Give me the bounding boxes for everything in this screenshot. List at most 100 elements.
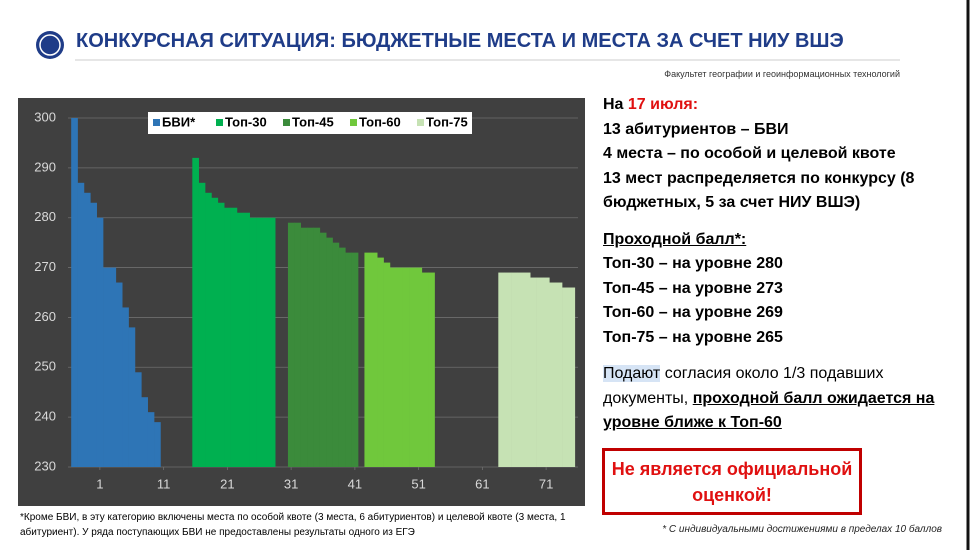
bar — [300, 227, 308, 467]
bar — [383, 262, 391, 467]
bar — [307, 227, 314, 467]
date: 17 июля: — [627, 96, 699, 113]
bar — [90, 202, 97, 467]
bar — [211, 197, 219, 467]
y-tick-label: 280 — [34, 209, 56, 224]
x-tick-label: 51 — [411, 476, 425, 491]
bar — [562, 287, 569, 467]
info-line: 4 места – по особой и целевой квоте — [603, 145, 896, 162]
bar — [294, 222, 301, 467]
bar — [421, 272, 429, 467]
bar — [96, 217, 104, 467]
bar — [109, 267, 117, 467]
y-tick-label: 260 — [34, 309, 56, 324]
pass-title: Проходной балл*: — [603, 230, 747, 248]
date-prefix: На — [603, 96, 624, 113]
note: Подают согласия около 1/3 подавших докум… — [603, 362, 943, 436]
note-highlight: Подают — [603, 365, 661, 382]
x-tick-label: 31 — [284, 476, 298, 491]
bar — [555, 282, 563, 467]
legend: БВИ* Топ-30 Топ-45 Топ-60 Топ-75 — [148, 112, 472, 134]
pass-line: Топ-45 – на уровне 273 — [603, 279, 783, 297]
legend-swatch — [283, 119, 290, 126]
bar — [332, 242, 340, 467]
legend-label: Топ-45 — [292, 114, 334, 129]
note-bold: проходной балл ожидается на уровне ближе… — [603, 389, 935, 432]
bar — [530, 277, 537, 467]
bar — [249, 217, 257, 467]
bar — [523, 272, 531, 467]
bar — [319, 232, 327, 467]
note-text: согласия около 1/3 подавших документы, — [603, 365, 884, 407]
bar — [224, 207, 231, 467]
bar — [351, 252, 359, 467]
legend-label: Топ-75 — [426, 114, 468, 129]
pass-line: Топ-60 – на уровне 269 — [603, 304, 783, 321]
bar — [134, 372, 142, 467]
footnote: * С индивидуальными достижениями в преде… — [662, 524, 942, 535]
x-tick-label: 21 — [220, 476, 234, 491]
bar — [389, 267, 397, 467]
bar — [71, 118, 78, 467]
x-tick-label: 1 — [96, 476, 103, 491]
x-tick-label: 71 — [539, 476, 553, 491]
bar — [428, 272, 435, 467]
bar — [236, 212, 244, 467]
bar — [568, 287, 576, 467]
y-tick-label: 230 — [34, 458, 56, 473]
bar — [128, 327, 136, 467]
bar — [122, 307, 129, 467]
bar — [542, 277, 550, 467]
title: КОНКУРСНАЯ СИТУАЦИЯ: БЮДЖЕТНЫЕ МЕСТА И М… — [76, 30, 844, 52]
legend-label: Топ-60 — [359, 114, 401, 129]
bar — [549, 282, 556, 467]
bar — [517, 272, 525, 467]
bar — [230, 207, 238, 467]
bar — [115, 282, 123, 467]
bar — [217, 202, 225, 467]
legend-label: БВИ* — [162, 114, 196, 129]
info-line: 13 мест распределяется по конкурсу (8 бю… — [603, 169, 915, 212]
y-tick-label: 290 — [34, 159, 56, 174]
bar — [141, 397, 148, 467]
bar — [326, 237, 333, 467]
bar — [77, 182, 85, 468]
bar — [198, 182, 206, 468]
bar — [409, 267, 416, 467]
info-line: 13 абитуриентов – БВИ — [603, 120, 789, 138]
y-tick-label: 270 — [34, 259, 56, 274]
legend-swatch — [153, 119, 160, 126]
legend-swatch — [216, 119, 223, 126]
bar — [396, 267, 403, 467]
bar — [377, 257, 384, 467]
y-tick-label: 240 — [34, 409, 56, 424]
notice: Не является официальной оценкой! — [602, 448, 862, 515]
bar — [83, 192, 91, 468]
notice-text: Не является официальной оценкой! — [611, 458, 853, 505]
bar — [402, 267, 410, 467]
legend-label: Топ-30 — [225, 114, 267, 129]
bar — [415, 267, 423, 467]
subtitle: Факультет географии и геоинформационных … — [664, 69, 900, 79]
bar — [147, 412, 155, 467]
date-line: На 17 июля: — [603, 93, 943, 118]
bar — [262, 217, 270, 467]
bar — [338, 247, 346, 467]
bar — [345, 252, 352, 467]
bar — [313, 227, 321, 467]
bar — [364, 252, 372, 467]
bar — [504, 272, 512, 467]
x-tick-label: 41 — [348, 476, 362, 491]
bar — [154, 422, 161, 467]
bar — [256, 217, 263, 467]
x-tick-label: 61 — [475, 476, 489, 491]
info-panel: На 17 июля: 13 абитуриентов – БВИ 4 мест… — [603, 93, 943, 436]
legend-swatch — [350, 119, 357, 126]
bar — [511, 272, 518, 467]
bar — [498, 272, 505, 467]
y-tick-label: 250 — [34, 359, 56, 374]
bar — [268, 217, 276, 467]
bar — [536, 277, 544, 467]
